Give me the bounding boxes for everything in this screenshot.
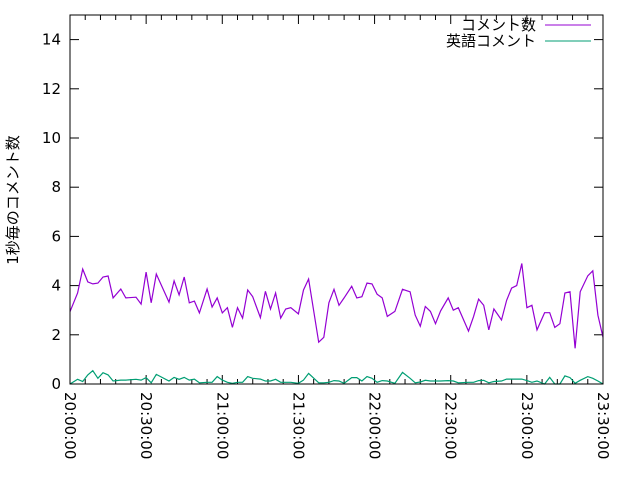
series-line-1 xyxy=(69,369,604,385)
y-tick-label: 0 xyxy=(51,375,61,393)
y-tick-label: 12 xyxy=(42,80,61,98)
x-tick-label: 23:00:00 xyxy=(518,392,536,459)
y-tick-label: 14 xyxy=(42,31,61,49)
x-tick-label: 20:00:00 xyxy=(61,392,79,459)
x-tick-label: 21:30:00 xyxy=(289,392,307,459)
y-tick-label: 8 xyxy=(51,178,61,196)
x-tick-label: 20:30:00 xyxy=(137,392,155,459)
legend-label-1: 英語コメント xyxy=(446,32,536,50)
x-tick-label: 22:30:00 xyxy=(442,392,460,459)
series-lines xyxy=(69,263,604,385)
y-tick-label: 4 xyxy=(51,277,61,295)
y-axis-label: 1秒毎のコメント数 xyxy=(4,135,22,265)
x-tick-label: 22:00:00 xyxy=(366,392,384,459)
x-tick-label: 21:00:00 xyxy=(213,392,231,459)
plot-border xyxy=(69,14,604,385)
y-tick-label: 6 xyxy=(51,227,61,245)
x-tick-label: 23:30:00 xyxy=(594,392,612,459)
axis-ticks: 0 2 4 6 8 10 12 14 20:00:00 20:30:00 21:00:00 21:30… xyxy=(42,15,612,459)
y-tick-label: 10 xyxy=(42,129,61,147)
y-tick-label: 2 xyxy=(51,326,61,344)
legend-label-0: コメント数 xyxy=(461,16,536,34)
series-line-0 xyxy=(69,263,604,349)
legend: コメント数 英語コメント xyxy=(446,16,591,50)
